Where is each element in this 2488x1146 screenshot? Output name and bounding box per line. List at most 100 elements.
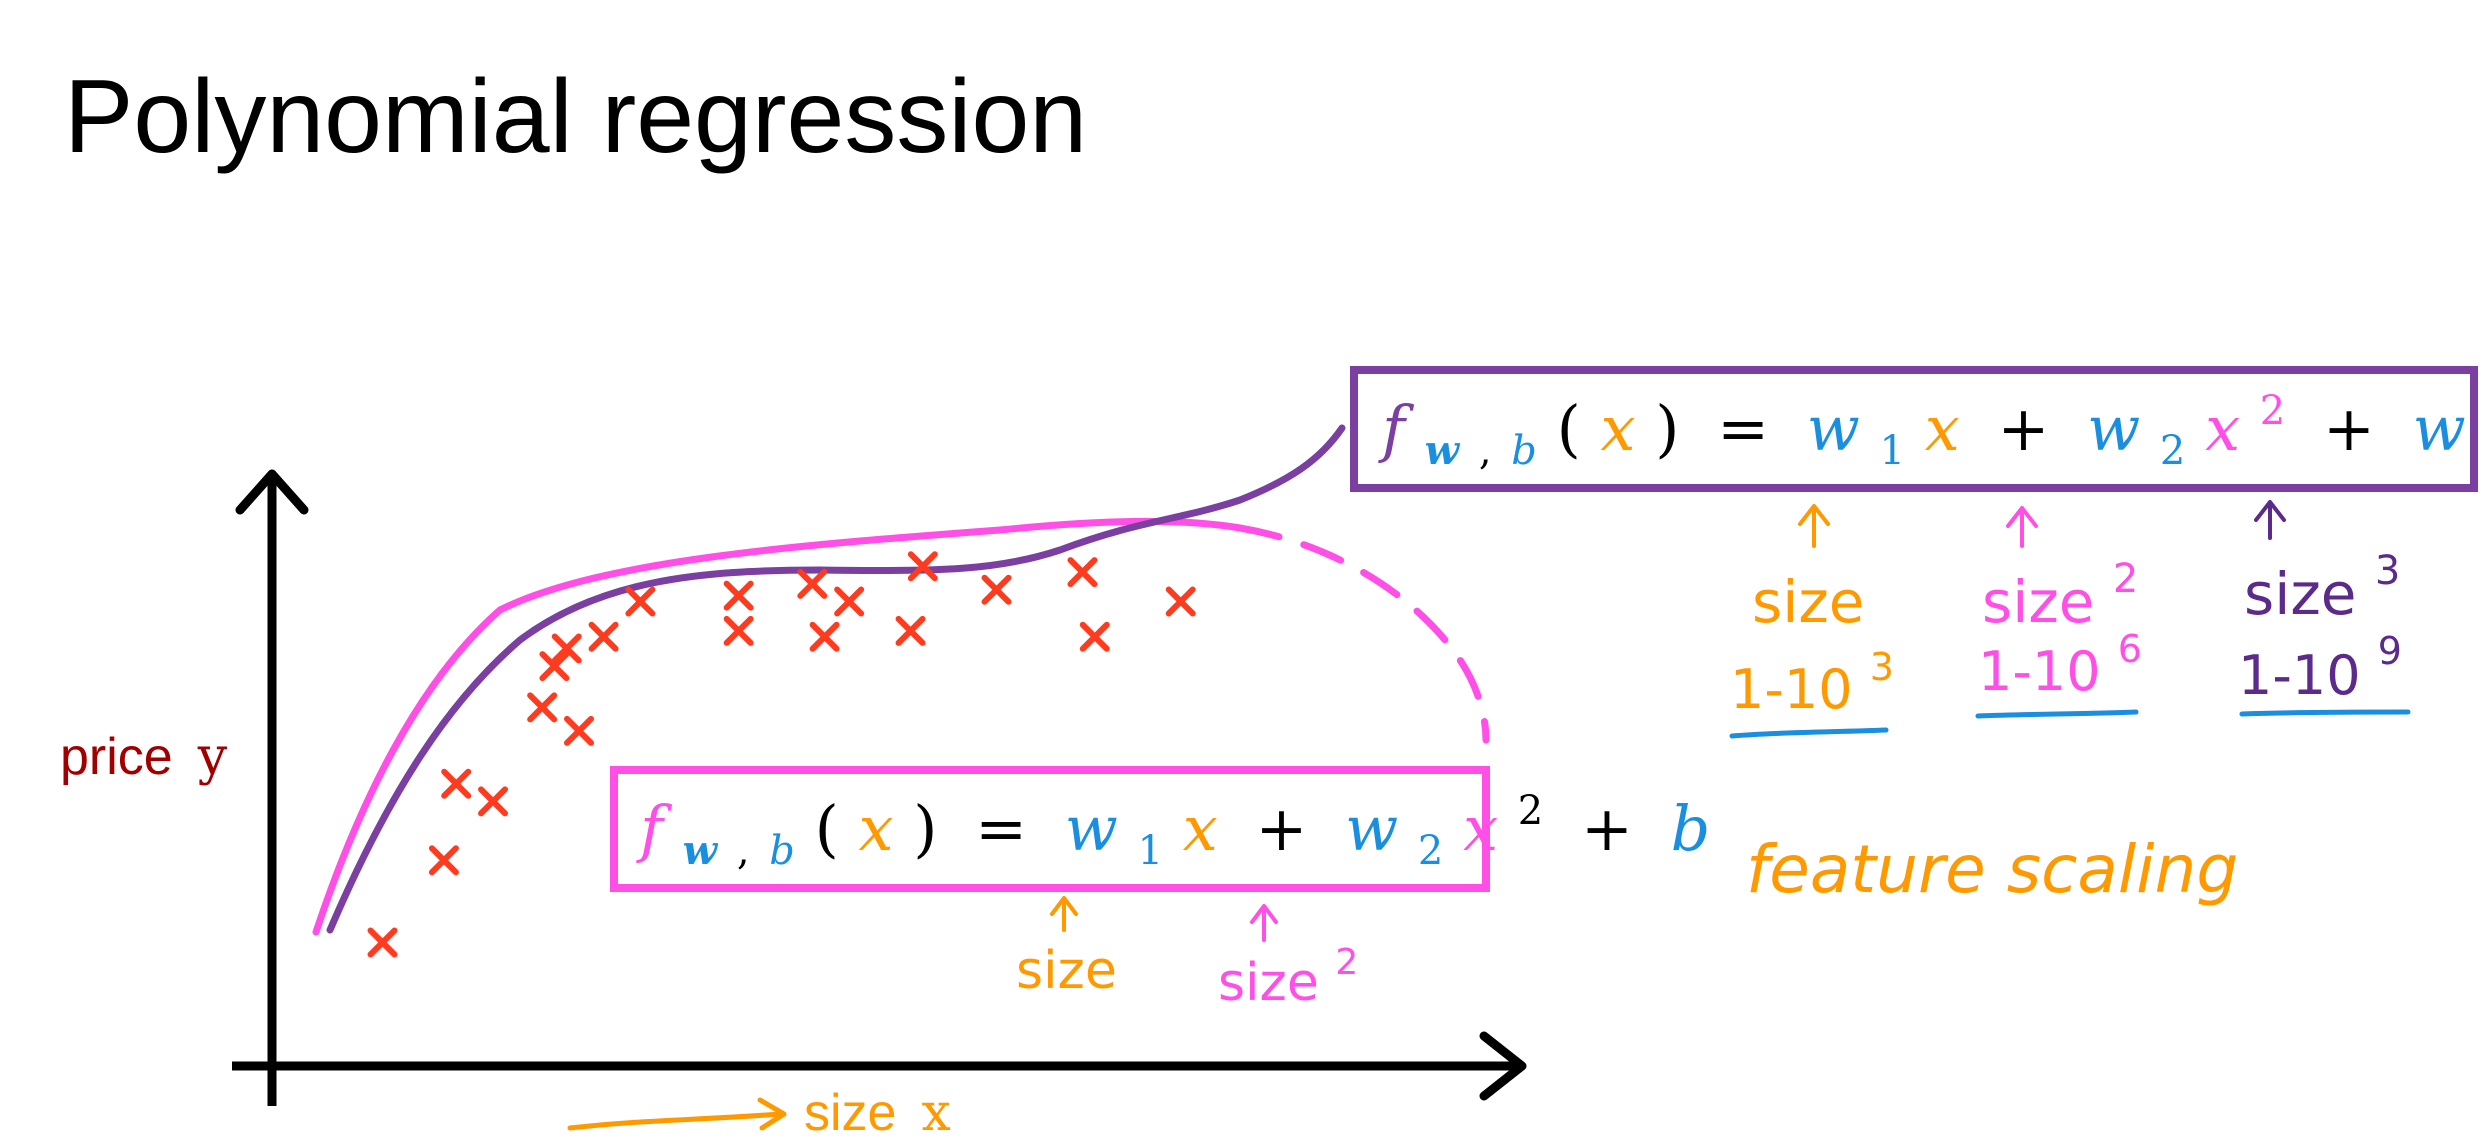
cubic-size2-label: size 2 <box>1982 556 2138 636</box>
quad-size-arrowhead <box>1050 896 1078 916</box>
quadratic-x1: x <box>1183 792 1218 865</box>
x-direction-arrow <box>567 1111 783 1131</box>
quadratic-w2: w <box>1345 792 1398 865</box>
data-point <box>907 551 938 582</box>
quadratic-equation-box: f w , b ( x ) = w 1 x + w 2 x 2 + b <box>610 766 1711 892</box>
quadratic-x2-exp: 2 <box>1518 788 1543 834</box>
cubic-x2-exp: 2 <box>2260 388 2285 434</box>
cubic-equation: f w , b ( x ) = w 1 x + w 2 x 2 + w 3 x … <box>1378 366 2488 479</box>
quadratic-b: b <box>1671 792 1711 865</box>
cubic-size3-range-exp: 9 <box>2378 629 2402 673</box>
data-point <box>723 615 754 646</box>
y-axis-label-word: price <box>60 728 173 786</box>
cubic-size-underline <box>1729 727 1889 739</box>
y-axis-label-var: y <box>197 727 228 787</box>
data-point <box>539 651 570 682</box>
cubic-size-range-exp: 3 <box>1870 645 1894 689</box>
data-point <box>981 574 1012 605</box>
data-point <box>1165 586 1196 617</box>
quadratic-close-paren: ) <box>913 792 937 865</box>
data-point <box>625 586 656 617</box>
cubic-size3-label: size 3 <box>2244 548 2400 628</box>
quadratic-w1: w <box>1065 792 1118 865</box>
cubic-size-label: size <box>1752 568 1864 636</box>
data-point <box>834 586 865 617</box>
cubic-close-paren: ) <box>1655 392 1679 465</box>
feature-scaling-note: feature scaling <box>1746 831 2238 908</box>
data-point <box>367 927 398 958</box>
cubic-sub-w: w <box>1425 427 1461 474</box>
x-direction-arrowhead <box>757 1097 787 1131</box>
data-point <box>809 621 840 652</box>
cubic-equation-box: f w , b ( x ) = w 1 x + w 2 x 2 + w 3 x … <box>1350 366 2488 492</box>
cubic-size2-word: size <box>1982 568 2094 636</box>
x-axis-label-word: size <box>804 1084 896 1142</box>
cubic-x1: x <box>1925 392 1960 465</box>
cubic-size2-arrowhead <box>2006 506 2038 528</box>
quadratic-equals: = <box>975 792 1027 865</box>
cubic-plus2: + <box>2323 392 2375 465</box>
quadratic-input-x: x <box>859 792 894 865</box>
cubic-w2-sub: 2 <box>2160 428 2185 474</box>
quadratic-w2-sub: 2 <box>1418 828 1443 874</box>
quad-size2-label: size 2 <box>1218 942 1358 1013</box>
cubic-equation-border <box>1350 366 2478 492</box>
x-axis-arrowhead <box>1479 1031 1527 1101</box>
quadratic-model-curve <box>312 517 1244 936</box>
cubic-w2: w <box>2087 392 2140 465</box>
cubic-size2-range-base: 1-10 <box>1978 640 2101 703</box>
cubic-size2-underline <box>1975 709 2139 719</box>
cubic-w3: w <box>2413 392 2466 465</box>
cubic-equals: = <box>1717 392 1769 465</box>
cubic-model-curve <box>326 424 1346 934</box>
cubic-size-range: 1-10 3 <box>1730 645 1894 721</box>
cubic-size3-arrowhead <box>2254 500 2286 522</box>
quad-size2-exp: 2 <box>1335 942 1358 983</box>
data-point <box>723 580 754 611</box>
data-point <box>441 768 472 799</box>
x-axis-label-group: size x <box>567 1083 951 1143</box>
quadratic-model-extrapolation <box>1236 524 1490 744</box>
y-axis-label: price y <box>60 727 228 787</box>
quadratic-annotations: size size 2 <box>1016 896 1358 1013</box>
data-point <box>797 568 828 599</box>
cubic-size3-exp: 3 <box>2375 548 2400 594</box>
axes <box>232 469 1527 1106</box>
quadratic-plus2: + <box>1581 792 1633 865</box>
data-point <box>1067 557 1098 588</box>
cubic-size-range-base: 1-10 <box>1730 658 1853 721</box>
y-axis-arrowhead <box>235 469 309 515</box>
cubic-f: f <box>1378 392 1415 465</box>
quadratic-f: f <box>636 792 673 865</box>
quadratic-plus1: + <box>1255 792 1307 865</box>
quad-size2-arrowhead <box>1250 904 1278 924</box>
quadratic-w1-sub: 1 <box>1138 828 1163 874</box>
cubic-sub-b: b <box>1511 428 1537 474</box>
cubic-plus1: + <box>1997 392 2049 465</box>
data-point <box>564 715 594 746</box>
data-point <box>1079 621 1110 652</box>
cubic-size2-exp: 2 <box>2113 556 2138 602</box>
x-axis-label: size x <box>804 1083 951 1143</box>
cubic-size3-underline <box>2239 709 2411 717</box>
quadratic-sub-w: w <box>683 827 719 874</box>
quadratic-sub-comma: , <box>737 828 750 874</box>
cubic-x2: x <box>2205 392 2240 465</box>
cubic-w1: w <box>1807 392 1860 465</box>
cubic-size3-range: 1-10 9 <box>2238 629 2402 707</box>
data-point <box>478 786 509 817</box>
quadratic-open-paren: ( <box>815 792 839 865</box>
quadratic-equation-border <box>610 766 1490 892</box>
cubic-size3-word: size <box>2244 560 2356 628</box>
data-point <box>588 621 619 652</box>
cubic-open-paren: ( <box>1557 392 1581 465</box>
data-point <box>527 692 558 723</box>
data-point <box>551 633 582 664</box>
data-point <box>895 615 926 646</box>
cubic-annotations: size 1-10 3 size 2 1-10 6 size 3 1-10 9 <box>1729 500 2411 739</box>
x-axis-label-var: x <box>921 1083 950 1143</box>
cubic-sub-comma: , <box>1479 428 1492 474</box>
quad-size-label: size <box>1016 941 1117 1001</box>
quadratic-x2: x <box>1463 792 1498 865</box>
data-points <box>367 551 1196 958</box>
